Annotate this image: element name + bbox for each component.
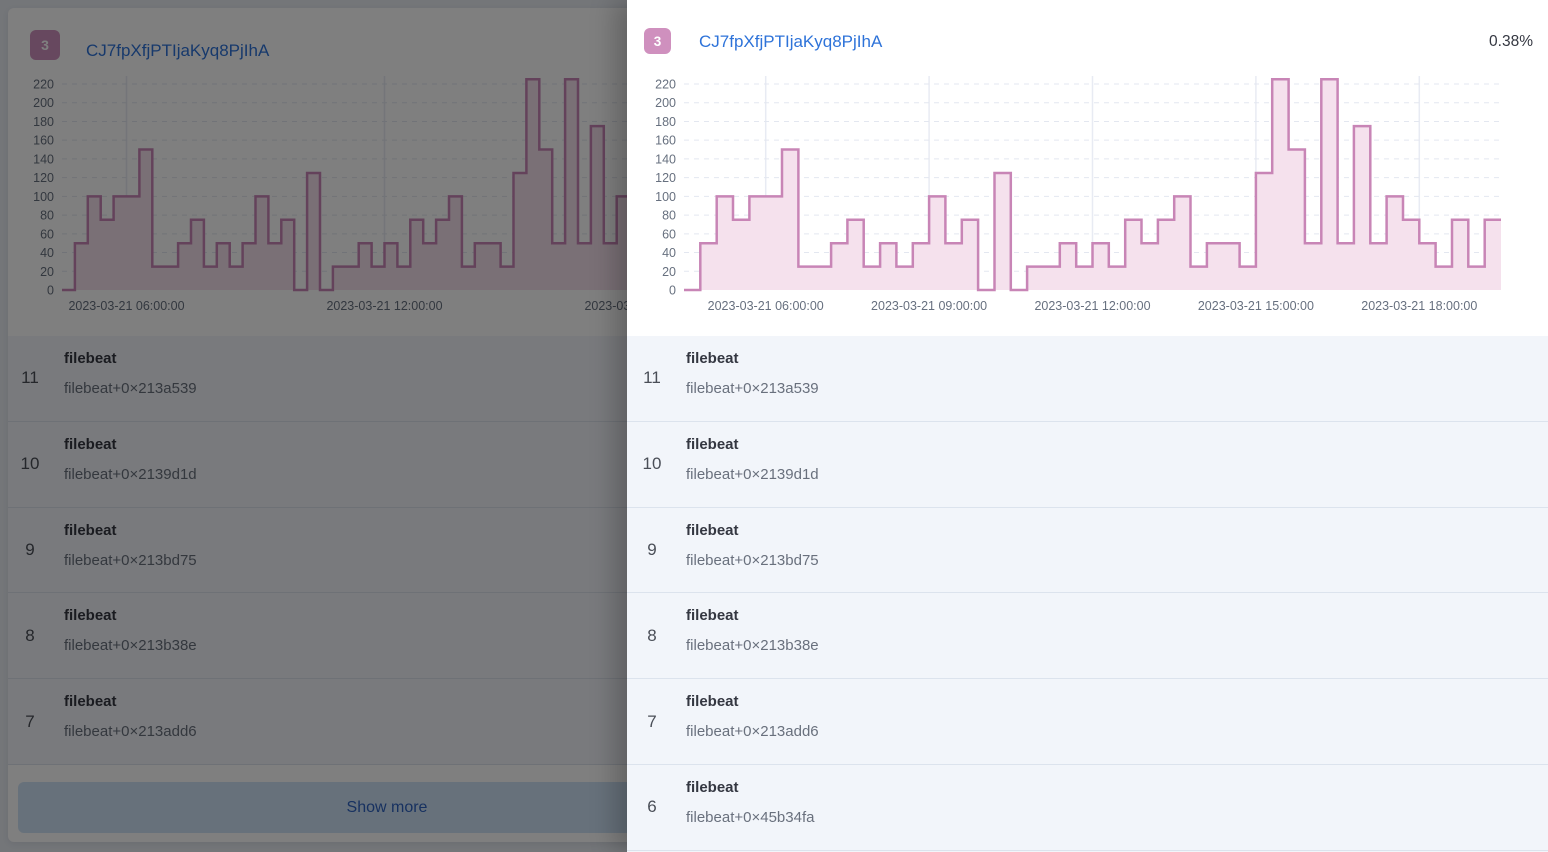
frame-function-name: filebeat xyxy=(686,521,739,539)
frame-function-name: filebeat xyxy=(686,350,739,367)
svg-text:20: 20 xyxy=(662,265,676,279)
svg-text:60: 60 xyxy=(662,227,676,241)
frame-function-name: filebeat xyxy=(686,778,739,796)
svg-text:0: 0 xyxy=(669,284,676,298)
svg-text:180: 180 xyxy=(655,115,676,129)
svg-text:40: 40 xyxy=(662,246,676,260)
frame-function-name: filebeat xyxy=(686,435,739,453)
percentage-value: 0.38% xyxy=(1489,33,1533,50)
stacktrace-id-link[interactable]: CJ7fpXfjPTIjaKyq8PjIhA xyxy=(699,32,883,51)
svg-text:2023-03-21 06:00:00: 2023-03-21 06:00:00 xyxy=(708,299,824,313)
frame-symbol: filebeat+0×213b38e xyxy=(686,637,819,655)
frame-rank: 7 xyxy=(647,711,657,731)
frame-rank: 11 xyxy=(643,368,661,388)
samples-area-chart[interactable]: 0 20 40 60 80 100 120 140 160 180 200 220 2023-03-21… xyxy=(627,70,1548,320)
svg-text:2023-03-21 15:00:00: 2023-03-21 15:00:00 xyxy=(1198,299,1314,313)
frame-row: 6 filebeat filebeat+0×45b34fa xyxy=(627,765,1548,851)
topn-stacktrace-flyout: 3 CJ7fpXfjPTIjaKyq8PjIhA 0.38% 0 20 40 60 80… xyxy=(627,0,1548,852)
frame-row: 8 filebeat filebeat+0×213b38e xyxy=(627,593,1548,680)
svg-text:80: 80 xyxy=(662,209,676,223)
frame-row: 10 filebeat filebeat+0×2139d1d xyxy=(627,422,1548,508)
frame-row: 7 filebeat filebeat+0×213add6 xyxy=(627,679,1548,765)
svg-text:100: 100 xyxy=(655,190,676,204)
svg-text:2023-03-21 09:00:00: 2023-03-21 09:00:00 xyxy=(871,299,987,313)
frame-rank: 8 xyxy=(647,625,657,645)
frame-symbol: filebeat+0×213bd75 xyxy=(686,551,819,569)
svg-text:120: 120 xyxy=(655,171,676,185)
frame-rank: 9 xyxy=(647,539,657,559)
frame-rank: 10 xyxy=(642,454,662,474)
svg-text:2023-03-21 12:00:00: 2023-03-21 12:00:00 xyxy=(1034,299,1150,313)
svg-text:140: 140 xyxy=(655,152,676,166)
frame-symbol: filebeat+0×213add6 xyxy=(686,723,819,741)
svg-text:220: 220 xyxy=(655,78,676,92)
frame-symbol: filebeat+0×2139d1d xyxy=(686,465,819,483)
svg-text:2023-03-21 18:00:00: 2023-03-21 18:00:00 xyxy=(1361,299,1477,313)
stack-frames-list: 11 filebeat filebeat+0×213a539 10 filebeat fi… xyxy=(627,336,1548,852)
frame-function-name: filebeat xyxy=(686,693,739,711)
frame-rank: 6 xyxy=(647,797,657,817)
rank-badge: 3 xyxy=(644,28,671,54)
frame-symbol: filebeat+0×45b34fa xyxy=(686,808,815,826)
frame-row: 11 filebeat filebeat+0×213a539 xyxy=(627,336,1548,422)
svg-text:200: 200 xyxy=(655,96,676,110)
frame-row: 9 filebeat filebeat+0×213bd75 xyxy=(627,508,1548,594)
svg-text:160: 160 xyxy=(655,134,676,148)
frame-function-name: filebeat xyxy=(686,607,739,625)
frame-symbol: filebeat+0×213a539 xyxy=(686,380,819,397)
